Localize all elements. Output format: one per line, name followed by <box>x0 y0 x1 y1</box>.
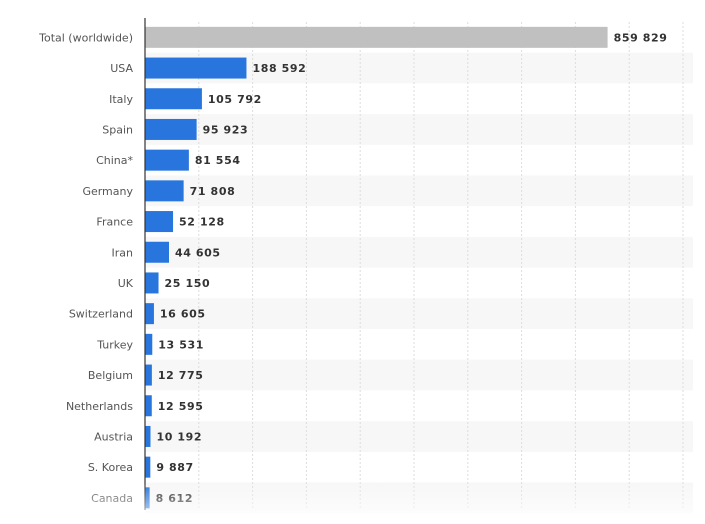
category-label: Iran <box>112 246 134 259</box>
value-label: 71 808 <box>190 185 236 198</box>
value-label: 16 605 <box>160 308 206 321</box>
category-label: France <box>96 216 133 229</box>
value-label: 44 605 <box>175 246 221 259</box>
value-labels: 859 829 188 592 105 792 95 923 81 554 71 808 5… <box>156 31 668 505</box>
bar <box>145 425 151 447</box>
row-band <box>145 236 693 268</box>
bar-total <box>145 26 608 48</box>
category-labels: Total (worldwide) USA Italy Spain China* Germ… <box>38 31 134 505</box>
category-label: Netherlands <box>66 400 133 413</box>
bars <box>145 26 608 509</box>
category-label: Total (worldwide) <box>38 31 133 44</box>
bar <box>145 149 189 171</box>
category-label: Austria <box>94 430 133 443</box>
category-label: UK <box>118 277 134 290</box>
value-label: 859 829 <box>614 31 668 44</box>
category-label: Spain <box>102 123 133 136</box>
bar <box>145 303 154 325</box>
bar <box>145 272 159 294</box>
value-label: 25 150 <box>165 277 211 290</box>
value-label: 95 923 <box>203 123 249 136</box>
bar <box>145 241 169 263</box>
value-label: 52 128 <box>179 216 225 229</box>
bottom-fade <box>0 482 705 524</box>
value-label: 12 775 <box>158 369 204 382</box>
row-bands <box>145 52 693 514</box>
row-band <box>145 359 693 391</box>
gridlines <box>198 22 684 510</box>
row-band <box>145 175 693 207</box>
category-label: Switzerland <box>69 308 133 321</box>
bar <box>145 395 152 417</box>
row-band <box>145 421 693 452</box>
bar <box>145 180 184 202</box>
bar <box>145 333 153 355</box>
value-label: 81 554 <box>195 154 241 167</box>
category-label: Italy <box>109 93 133 106</box>
category-label: Turkey <box>96 338 133 351</box>
bar <box>145 118 197 140</box>
value-label: 10 192 <box>156 430 202 443</box>
category-label: Belgium <box>88 369 133 382</box>
bar <box>145 57 247 79</box>
bar <box>145 456 151 478</box>
category-label: S. Korea <box>88 461 133 474</box>
bar <box>145 88 202 110</box>
value-label: 188 592 <box>252 62 306 75</box>
bar <box>145 364 152 386</box>
category-label: USA <box>110 62 133 75</box>
row-band <box>145 114 693 145</box>
row-band <box>145 298 693 329</box>
value-label: 105 792 <box>208 93 262 106</box>
category-label: Germany <box>82 185 133 198</box>
category-label: China* <box>96 154 133 167</box>
value-label: 12 595 <box>158 400 204 413</box>
value-label: 13 531 <box>158 338 204 351</box>
value-label: 9 887 <box>156 461 193 474</box>
bar <box>145 211 174 233</box>
